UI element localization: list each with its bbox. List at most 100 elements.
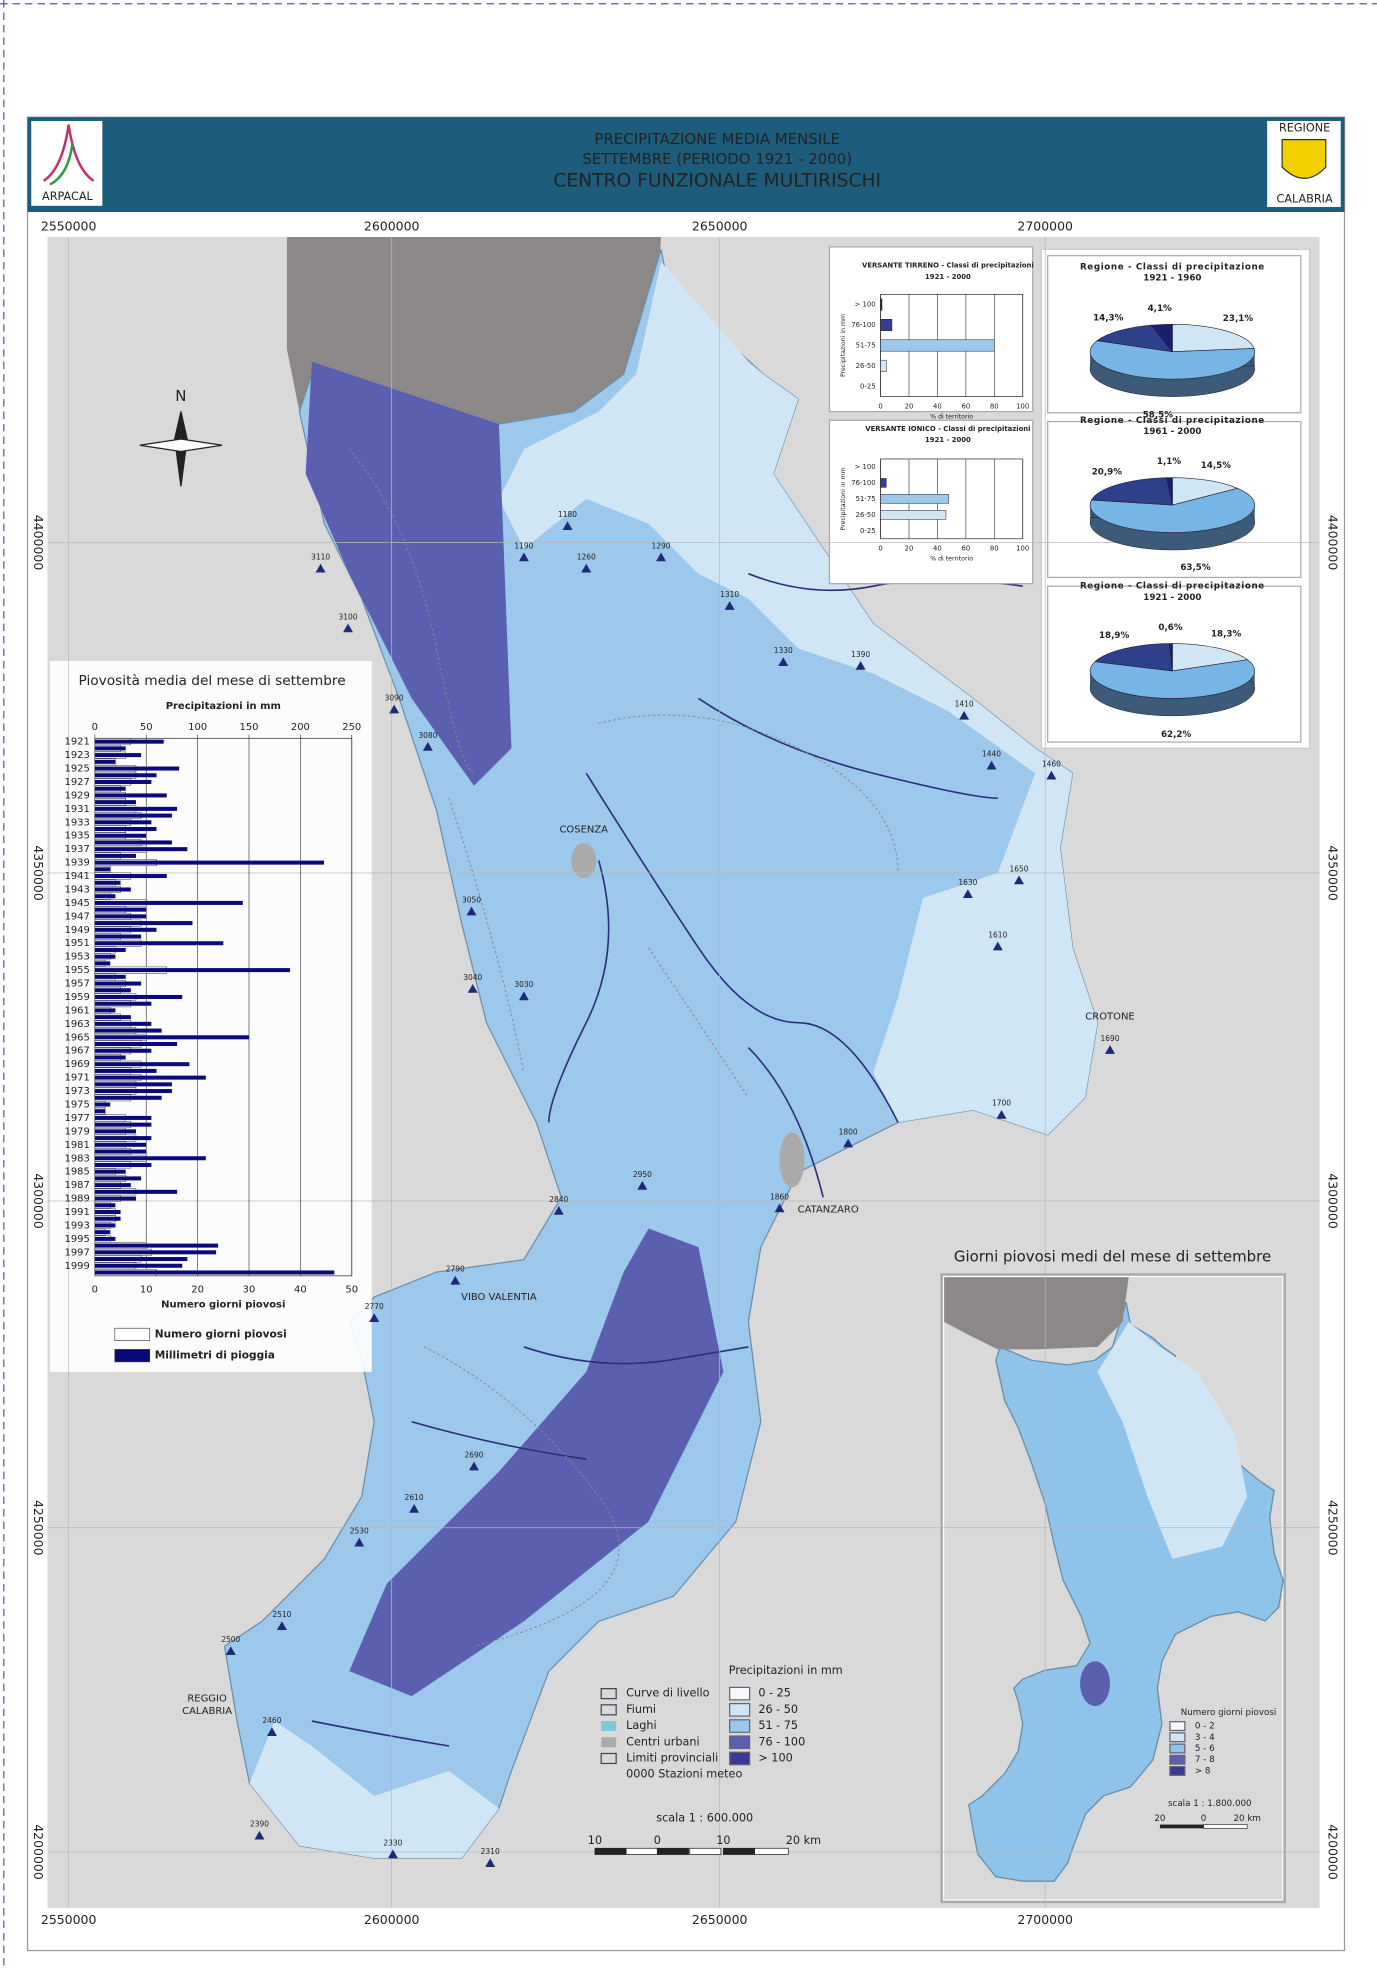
bar-mm (94, 1196, 136, 1201)
place-name: CROTONE (1085, 1011, 1134, 1022)
bar-mm (94, 1075, 206, 1080)
bar-mm (94, 1095, 162, 1100)
bar-mm (94, 1149, 147, 1154)
inset-swatch (1169, 1765, 1186, 1776)
contour (448, 798, 525, 1073)
coord-label: 2600000 (364, 1912, 420, 1927)
y-tick-label: 0-25 (860, 527, 876, 535)
bar-mm (94, 927, 157, 932)
station-marker (843, 1138, 854, 1148)
pie-slice (1089, 659, 1255, 699)
station-label: 1180 (558, 510, 577, 519)
bar-mm (94, 974, 126, 979)
bar-mm (94, 1015, 131, 1020)
scale-tick: 0 (654, 1834, 661, 1847)
x2-tick-label: 50 (140, 722, 153, 733)
scale-tick: 20 km (786, 1834, 821, 1847)
station-label: 1460 (1042, 760, 1061, 769)
pie-value-label: 58,5% (1143, 410, 1174, 420)
y-tick-label: 1951 (64, 938, 89, 949)
station-label: 2950 (633, 1170, 652, 1179)
inset-legend-label: > 8 (1195, 1766, 1211, 1776)
legend-label: Fiumi (626, 1703, 656, 1716)
station-label: 3090 (385, 693, 404, 702)
bar-mm (94, 1176, 142, 1181)
pie-value-label: 62,2% (1161, 730, 1192, 740)
pie-value-label: 4,1% (1148, 304, 1172, 314)
legend-label: 26 - 50 (758, 1703, 798, 1716)
header-title: SETTEMBRE (PERIODO 1921 - 2000) (582, 150, 852, 168)
y-tick-label: 1971 (64, 1073, 89, 1084)
chart-title: Piovosità media del mese di settembre (79, 673, 346, 689)
pie-value-label: 0,6% (1158, 623, 1182, 633)
north-arrow-cross (139, 438, 223, 453)
coord-label: 4200000 (1326, 1824, 1341, 1880)
x-tick-label: 40 (933, 545, 942, 553)
river (747, 1047, 824, 1198)
bar-mm (94, 954, 116, 959)
legend-title: Precipitazioni in mm (729, 1664, 843, 1677)
pie-slice (1172, 477, 1239, 506)
header-title: CENTRO FUNZIONALE MULTIRISCHI (553, 170, 881, 191)
station-label: 1690 (1101, 1034, 1120, 1043)
bar (880, 359, 887, 372)
x-tick-label: 80 (990, 403, 999, 411)
inset-title: Giorni piovosi medi del mese di settembr… (954, 1248, 1271, 1266)
scale-tick: 10 (588, 1834, 602, 1847)
station-label: 1440 (982, 750, 1001, 759)
bar-mm (94, 1250, 217, 1255)
chart-panel (828, 246, 1034, 413)
y-tick-label: 1953 (64, 952, 89, 963)
y-axis-title: Precipitazioni in mm (840, 467, 847, 530)
pie-value-label: 14,5% (1201, 461, 1232, 471)
logo-text: REGIONE (1279, 121, 1330, 134)
y-tick-label: 1979 (64, 1126, 89, 1137)
station-marker (315, 563, 326, 573)
scale-bar (625, 1847, 658, 1855)
legend-symbol (601, 1721, 617, 1732)
bar-mm (94, 880, 121, 885)
station-marker (343, 623, 354, 633)
y-tick-label: 1935 (64, 831, 89, 842)
inset-legend-label: 0 - 2 (1195, 1722, 1215, 1732)
pie-slice (1150, 323, 1173, 353)
station-marker (422, 742, 433, 751)
bar (880, 339, 995, 352)
pie-value-label: 18,9% (1099, 631, 1130, 641)
y-tick-label: 1931 (64, 804, 89, 815)
bar-mm (94, 786, 126, 791)
scale-tick: 10 (716, 1834, 730, 1847)
bar (880, 478, 887, 488)
bar-mm (94, 907, 147, 912)
y-tick-label: 1923 (64, 750, 89, 761)
x-tick-label: 100 (1016, 545, 1029, 553)
inset-swatch (1169, 1743, 1186, 1754)
pie-slice (1166, 477, 1173, 506)
station-label: 2610 (405, 1493, 424, 1502)
bar-mm (94, 1055, 126, 1060)
bar-mm (94, 1001, 152, 1006)
station-label: 1190 (514, 541, 533, 550)
bar-mm (94, 988, 131, 993)
bar (880, 319, 893, 331)
y-tick-label: 1927 (64, 777, 89, 788)
y-tick-label: 1961 (64, 1005, 89, 1016)
station-label: 1610 (988, 930, 1007, 939)
inset-class (1080, 1661, 1111, 1707)
station-marker (369, 1313, 380, 1322)
legend-swatch (114, 1349, 151, 1363)
river (585, 772, 899, 1123)
bar-mm (94, 1142, 147, 1147)
bar-mm (94, 1169, 126, 1174)
coord-label: 2700000 (1017, 218, 1073, 233)
station-marker (1046, 770, 1057, 780)
logo-mark (42, 124, 95, 182)
bar-mm (94, 840, 172, 845)
station-marker (409, 1504, 420, 1513)
urban-center (571, 843, 597, 878)
bar-mm (94, 1136, 152, 1141)
bar-mm (94, 914, 147, 919)
bar-mm (94, 1203, 116, 1208)
bar-mm (94, 867, 111, 872)
